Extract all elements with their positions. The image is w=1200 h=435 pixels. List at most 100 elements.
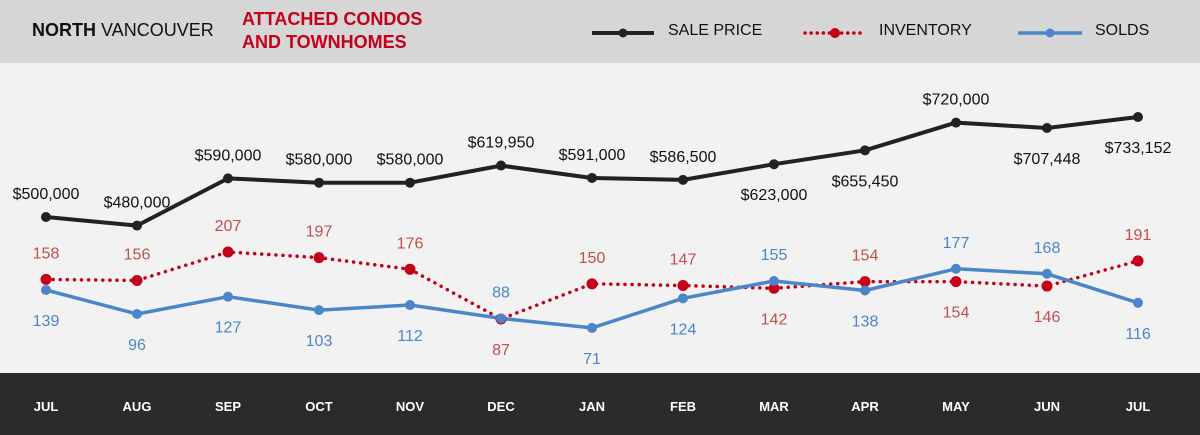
sale-price-point	[1133, 112, 1143, 122]
inventory-point	[40, 273, 52, 285]
sale-price-label: $619,950	[468, 135, 535, 152]
legend-inventory-marker	[830, 28, 840, 38]
legend-sale-price-marker	[618, 28, 628, 38]
solds-point	[223, 291, 233, 302]
inventory-point	[1041, 280, 1053, 292]
solds-label: 168	[1034, 240, 1061, 257]
sale-price-point	[496, 160, 506, 171]
solds-label: 139	[33, 313, 60, 330]
sale-price-point	[587, 172, 597, 183]
month-axis-bar	[0, 373, 1200, 435]
property-type-line1: ATTACHED CONDOS	[242, 9, 423, 29]
sale-price-label: $720,000	[923, 92, 990, 109]
sale-price-point	[860, 145, 870, 156]
month-label: MAY	[942, 399, 970, 414]
legend-inventory-label: INVENTORY	[879, 22, 972, 39]
solds-label: 88	[492, 284, 510, 301]
sale-price-label: $580,000	[286, 152, 353, 169]
solds-point	[1133, 297, 1143, 308]
inventory-point	[131, 274, 143, 286]
month-label: OCT	[305, 399, 333, 414]
solds-label: 177	[943, 235, 970, 252]
inventory-point	[222, 246, 234, 258]
sale-price-point	[41, 212, 51, 222]
inventory-label: 197	[306, 224, 333, 241]
solds-point	[678, 293, 688, 304]
solds-point	[860, 285, 870, 296]
solds-point	[1042, 268, 1052, 279]
month-label: AUG	[122, 399, 152, 414]
legend-solds-marker	[1045, 28, 1055, 38]
inventory-point	[404, 263, 416, 275]
inventory-label: 156	[124, 246, 151, 263]
inventory-label: 191	[1125, 227, 1152, 244]
solds-label: 112	[397, 328, 423, 345]
region-title-rest: VANCOUVER	[101, 20, 214, 40]
month-label: APR	[851, 399, 879, 414]
sale-price-point	[223, 173, 233, 184]
inventory-label: 146	[1034, 309, 1061, 326]
solds-point	[951, 263, 961, 274]
inventory-point	[1132, 255, 1144, 267]
inventory-label: 87	[492, 342, 510, 359]
solds-label: 155	[761, 247, 788, 264]
sale-price-label: $580,000	[377, 152, 444, 169]
solds-point	[587, 322, 597, 333]
inventory-label: 154	[852, 248, 879, 265]
sale-price-label: $591,000	[559, 147, 626, 164]
sale-price-point	[951, 117, 961, 128]
inventory-point	[768, 282, 780, 294]
inventory-label: 207	[215, 218, 242, 235]
solds-point	[314, 305, 324, 316]
solds-label: 96	[128, 337, 146, 354]
month-label: JUL	[1125, 399, 1151, 414]
legend-sale-price-label: SALE PRICE	[668, 22, 763, 39]
solds-point	[496, 313, 506, 324]
inventory-label: 176	[397, 235, 424, 252]
inventory-point	[677, 280, 689, 291]
property-type-title: ATTACHED CONDOS AND TOWNHOMES	[242, 8, 462, 54]
sale-price-point	[132, 220, 142, 231]
solds-label: 127	[215, 320, 242, 337]
solds-label: 71	[583, 351, 601, 368]
inventory-label: 158	[33, 245, 60, 262]
legend-solds-label: SOLDS	[1095, 22, 1150, 39]
month-label: FEB	[670, 399, 696, 414]
inventory-label: 150	[579, 250, 606, 267]
sale-price-label: $590,000	[195, 147, 262, 164]
sale-price-point	[405, 177, 415, 188]
inventory-label: 154	[943, 305, 970, 322]
solds-point	[132, 308, 142, 319]
sale-price-line	[45, 115, 1139, 228]
inventory-label: 142	[761, 311, 788, 328]
month-label: SEP	[214, 399, 241, 414]
month-label: MAR	[759, 399, 789, 414]
month-label: NOV	[395, 399, 425, 414]
month-label: JUN	[1033, 399, 1060, 414]
sale-price-point	[678, 174, 688, 185]
sale-price-point	[1042, 123, 1052, 134]
inventory-point	[859, 276, 871, 288]
sale-price-label: $623,000	[741, 187, 808, 204]
property-type-line2: AND TOWNHOMES	[242, 32, 407, 52]
sale-price-point	[314, 177, 324, 188]
solds-label: 138	[852, 314, 879, 331]
solds-point	[405, 300, 415, 311]
sale-price-point	[769, 159, 779, 170]
month-label: JUL	[33, 399, 59, 414]
sale-price-label: $480,000	[104, 195, 171, 212]
region-title: NORTH VANCOUVER	[32, 20, 214, 41]
solds-point	[41, 284, 51, 295]
sale-price-label: $733,152	[1105, 140, 1172, 157]
sale-price-label: $586,500	[650, 149, 717, 166]
solds-label: 103	[306, 333, 333, 350]
solds-label: 124	[670, 321, 697, 338]
solds-line	[45, 267, 1139, 330]
month-label: JAN	[578, 399, 605, 414]
region-title-bold: NORTH	[32, 20, 96, 40]
inventory-point	[586, 278, 598, 290]
inventory-label: 147	[670, 252, 697, 269]
solds-point	[769, 276, 779, 287]
sale-price-label: $707,448	[1014, 151, 1081, 168]
